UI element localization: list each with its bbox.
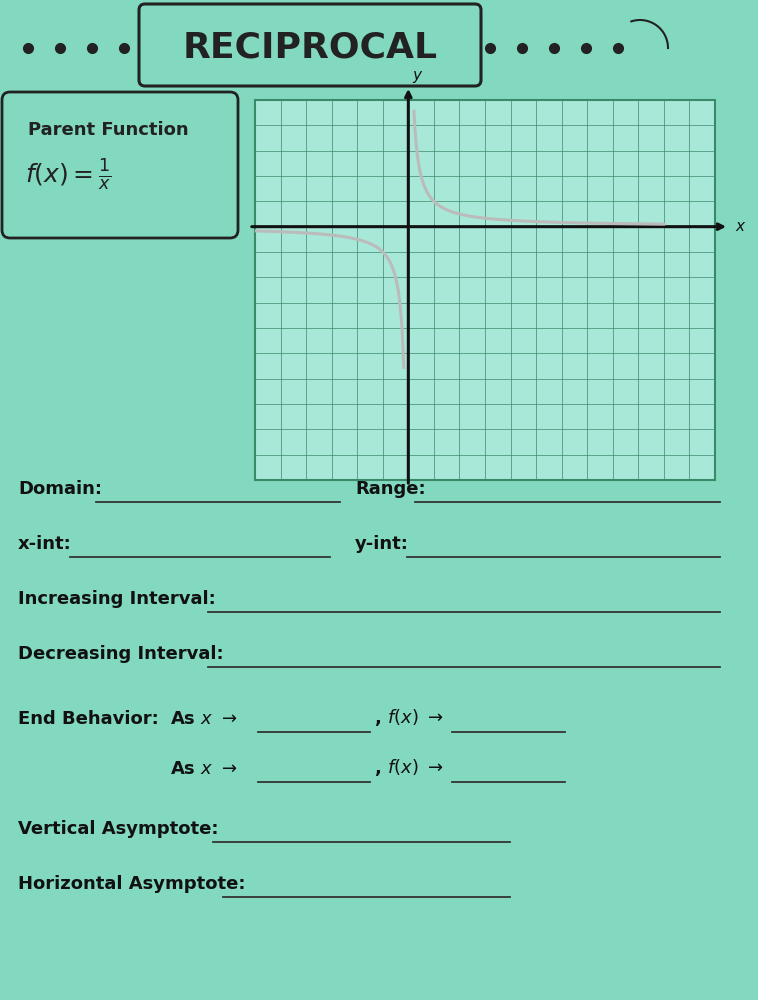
FancyBboxPatch shape: [2, 92, 238, 238]
Text: x-int:: x-int:: [18, 535, 72, 553]
Text: Increasing Interval:: Increasing Interval:: [18, 590, 216, 608]
Text: , $f(x)$ $\rightarrow$: , $f(x)$ $\rightarrow$: [374, 707, 444, 728]
Bar: [255, 100, 715, 480]
Text: End Behavior:: End Behavior:: [18, 710, 158, 728]
Text: $f(x)= \frac{1}{x}$: $f(x)= \frac{1}{x}$: [25, 157, 112, 193]
Text: Vertical Asymptote:: Vertical Asymptote:: [18, 820, 218, 838]
FancyBboxPatch shape: [139, 4, 481, 86]
Text: x: x: [735, 219, 744, 234]
Text: y-int:: y-int:: [355, 535, 409, 553]
Text: Domain:: Domain:: [18, 480, 102, 498]
Text: , $f(x)$ $\rightarrow$: , $f(x)$ $\rightarrow$: [374, 757, 444, 778]
Text: Parent Function: Parent Function: [28, 121, 189, 139]
Text: y: y: [412, 68, 421, 83]
Text: As $x$ $\rightarrow$: As $x$ $\rightarrow$: [170, 710, 237, 728]
Text: Horizontal Asymptote:: Horizontal Asymptote:: [18, 875, 246, 893]
Text: Range:: Range:: [355, 480, 426, 498]
Text: As $x$ $\rightarrow$: As $x$ $\rightarrow$: [170, 760, 237, 778]
Text: RECIPROCAL: RECIPROCAL: [183, 31, 437, 65]
Text: Decreasing Interval:: Decreasing Interval:: [18, 645, 224, 663]
